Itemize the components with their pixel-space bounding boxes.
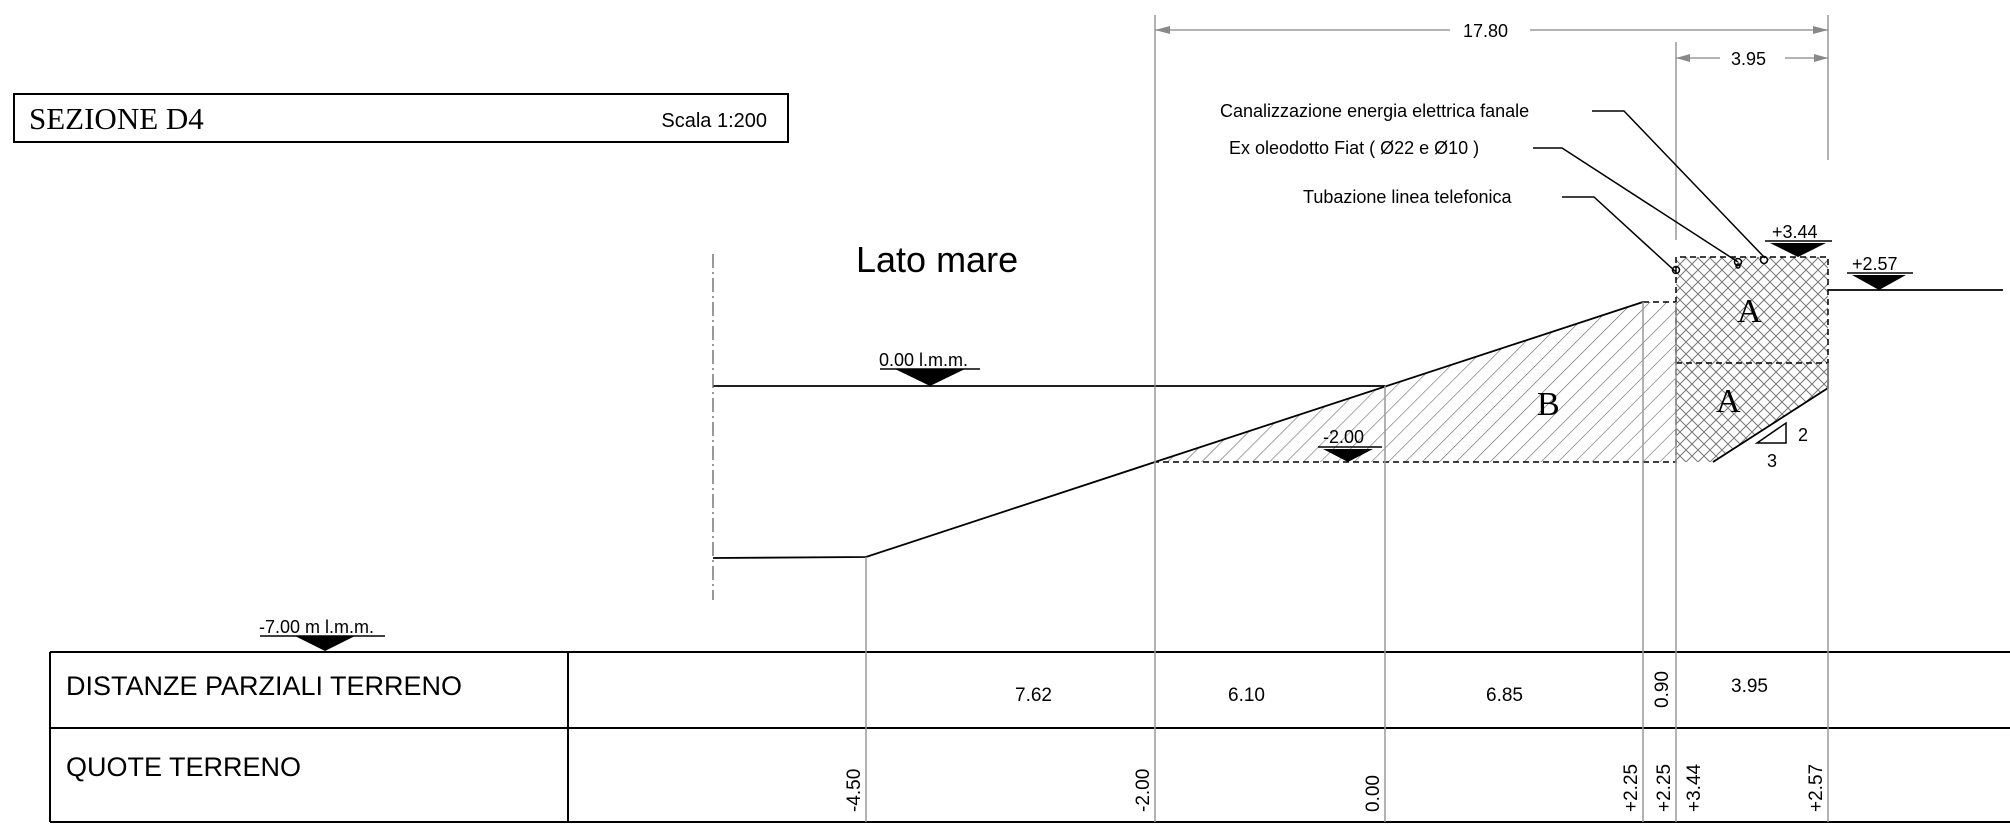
- annotation-phone: Tubazione linea telefonica: [1303, 187, 1512, 207]
- distance-value: 6.10: [1228, 685, 1265, 706]
- zone-b-fill: [1155, 302, 1676, 462]
- sea-level-marker: 0.00 l.m.m.: [879, 350, 980, 386]
- elevation-value: +2.57: [1806, 764, 1827, 812]
- dim-crest-width: 3.95: [1731, 49, 1766, 69]
- distance-value: 0.90: [1652, 671, 1673, 708]
- dim-total: 17.80: [1463, 21, 1508, 41]
- slope-run: 3: [1767, 451, 1777, 471]
- distance-value: 7.62: [1015, 685, 1052, 706]
- crest-level-marker: +3.44: [1765, 222, 1832, 257]
- crest-level-text: +3.44: [1772, 222, 1818, 242]
- seabed-profile: [713, 462, 1155, 558]
- elevation-value: -4.50: [844, 769, 865, 812]
- zone-a-lower-fill: [1676, 363, 1828, 462]
- slope-rise: 2: [1798, 425, 1808, 445]
- bottom-level-marker: -7.00 m l.m.m.: [259, 617, 385, 651]
- annotation-power: Canalizzazione energia elettrica fanale: [1220, 101, 1529, 121]
- distance-values: 7.62 6.10 6.85 0.90 3.95: [1015, 671, 1768, 708]
- distance-value: 6.85: [1486, 685, 1523, 706]
- table-row1-label: DISTANZE PARZIALI TERRENO: [66, 671, 462, 701]
- zone-b-label: B: [1537, 386, 1560, 423]
- zone-a-lower-label: A: [1716, 383, 1741, 420]
- elevation-value: +2.25: [1654, 764, 1675, 812]
- distance-value: 3.95: [1731, 676, 1768, 697]
- toe-level-text: -2.00: [1323, 427, 1364, 447]
- land-level-marker: +2.57: [1847, 254, 1913, 290]
- land-level-text: +2.57: [1852, 254, 1898, 274]
- table-row2-label: QUOTE TERRENO: [66, 752, 301, 782]
- elevation-value: -2.00: [1133, 769, 1154, 812]
- sea-level-text: 0.00 l.m.m.: [879, 350, 968, 370]
- elevation-value: +2.25: [1621, 764, 1642, 812]
- side-label: Lato mare: [856, 239, 1018, 280]
- leader-phone: [1562, 197, 1676, 272]
- elevation-value: +3.44: [1684, 763, 1705, 812]
- bottom-level-text: -7.00 m l.m.m.: [259, 617, 374, 637]
- elevation-value: 0.00: [1363, 775, 1384, 812]
- zone-a-upper-label: A: [1737, 293, 1762, 330]
- elevation-values: -4.50 -2.00 0.00 +2.25 +2.25 +3.44 +2.57: [844, 763, 1827, 812]
- leader-oil: [1533, 148, 1738, 262]
- annotation-oil: Ex oleodotto Fiat ( Ø22 e Ø10 ): [1229, 138, 1479, 158]
